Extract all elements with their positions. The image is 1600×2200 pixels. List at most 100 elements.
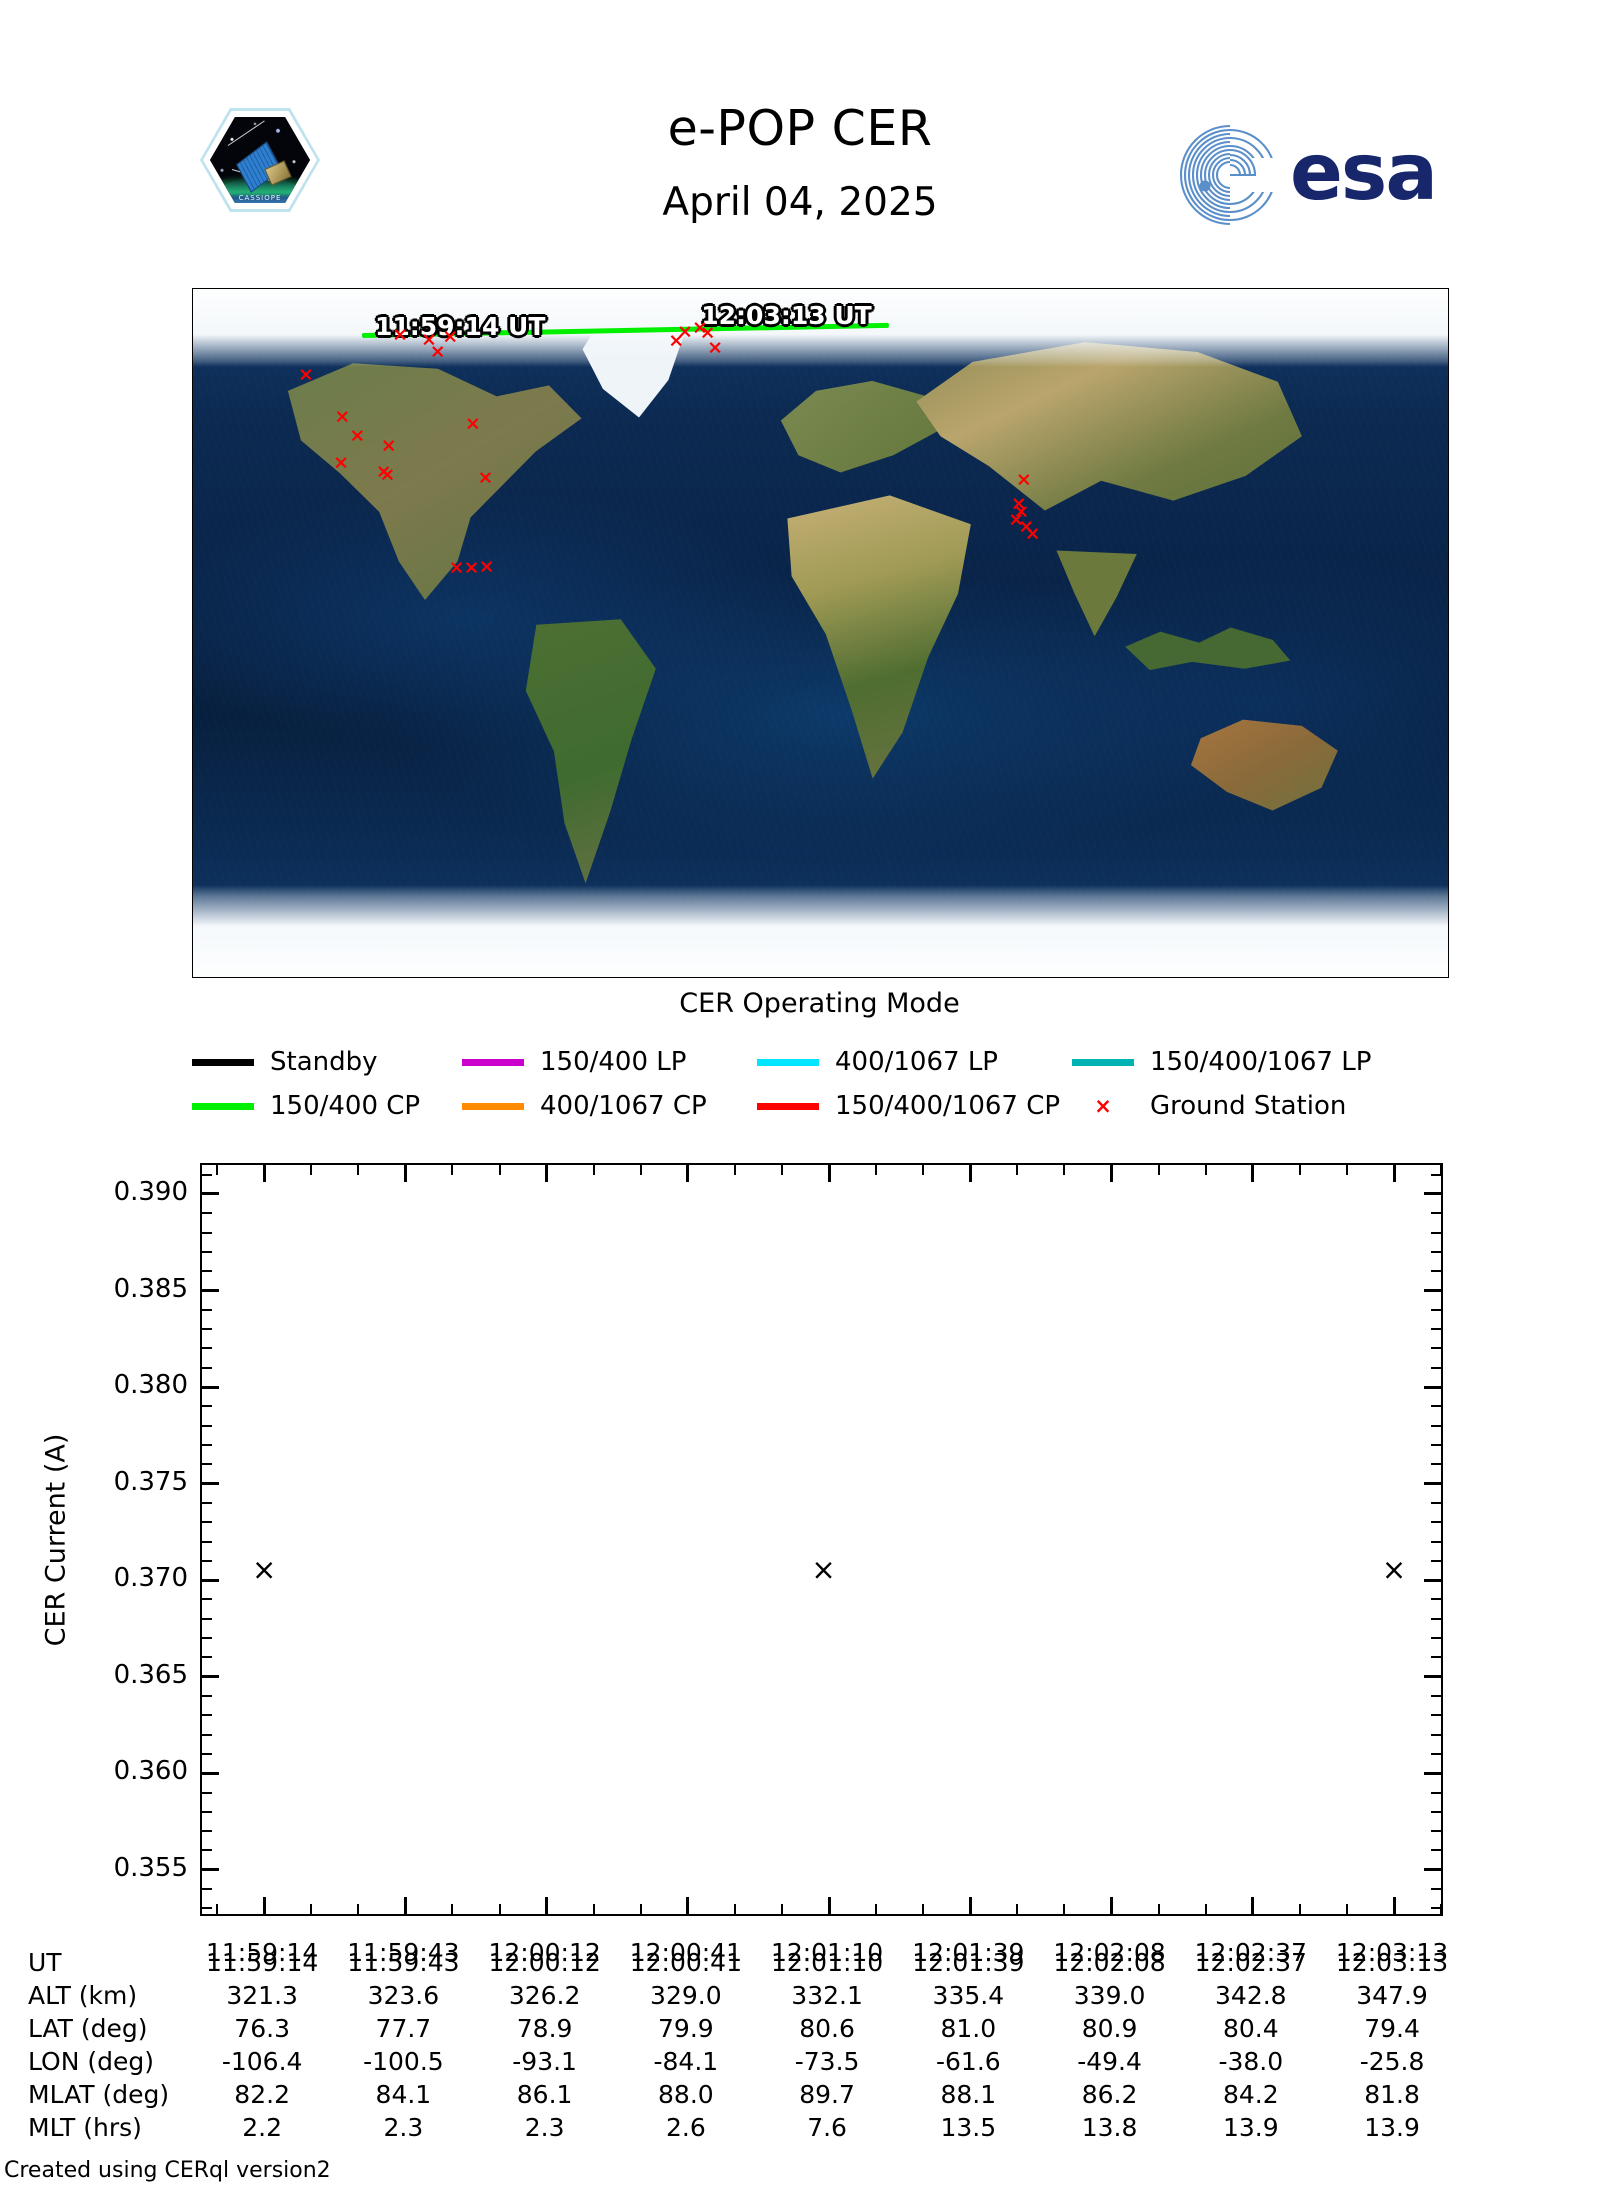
y-tick-major-right bbox=[1424, 1289, 1441, 1292]
x-tick-major-top bbox=[262, 1165, 266, 1182]
ground-station-marker: × bbox=[1015, 468, 1032, 491]
y-tick-major-right bbox=[1424, 1675, 1441, 1679]
y-tick-minor bbox=[202, 1424, 212, 1427]
table-cell: 12:02:08 bbox=[1053, 1948, 1166, 1977]
y-tick-minor-right bbox=[1431, 1328, 1441, 1331]
x-tick-label: 11:59:43 bbox=[347, 1938, 460, 1967]
esa-logo: esa bbox=[1178, 122, 1478, 228]
y-tick-minor-right bbox=[1431, 1637, 1441, 1640]
y-tick-minor bbox=[202, 1250, 212, 1253]
table-cell: 326.2 bbox=[508, 1981, 581, 2010]
table-cell: 2.3 bbox=[524, 2113, 565, 2142]
x-tick-major bbox=[1392, 1897, 1396, 1914]
x-tick-minor-top bbox=[922, 1165, 925, 1175]
x-tick-minor bbox=[733, 1904, 736, 1914]
x-tick-minor-top bbox=[592, 1165, 595, 1175]
x-tick-label: 12:00:12 bbox=[488, 1938, 601, 1967]
y-tick-minor bbox=[202, 1270, 212, 1273]
table-cell: 88.1 bbox=[940, 2080, 997, 2109]
table-cell: 79.4 bbox=[1364, 2014, 1420, 2043]
y-tick-label: 0.370 bbox=[113, 1563, 188, 1594]
x-tick-minor bbox=[781, 1904, 783, 1914]
y-tick-minor-right bbox=[1431, 1733, 1441, 1736]
table-cell: 81.8 bbox=[1364, 2080, 1420, 2109]
x-tick-minor bbox=[216, 1904, 219, 1914]
x-tick-minor-top bbox=[875, 1165, 878, 1175]
legend-item-400-1067-lp: 400/1067 LP bbox=[757, 1040, 998, 1084]
table-row-label: UT bbox=[28, 1948, 62, 1977]
x-tick-minor-top bbox=[451, 1165, 454, 1175]
legend-item-150-400-1067-cp: 150/400/1067 CP bbox=[757, 1084, 1060, 1128]
x-tick-minor bbox=[310, 1904, 313, 1914]
x-tick-major bbox=[262, 1897, 266, 1914]
x-tick-label: 12:01:39 bbox=[912, 1938, 1025, 1967]
table-cell: 342.8 bbox=[1215, 1981, 1287, 2010]
legend-color-swatch bbox=[1072, 1058, 1134, 1066]
y-tick-minor-right bbox=[1431, 1443, 1441, 1446]
legend-color-swatch bbox=[462, 1102, 524, 1110]
y-tick-minor bbox=[202, 1830, 212, 1833]
x-tick-major-top bbox=[403, 1165, 407, 1182]
table-cell: 335.4 bbox=[932, 1981, 1005, 2010]
y-tick-minor-right bbox=[1431, 1752, 1441, 1755]
x-tick-label: 12:02:37 bbox=[1194, 1938, 1307, 1967]
x-tick-minor-top bbox=[1016, 1165, 1019, 1175]
footer-credit: Created using CERql version2 bbox=[4, 2158, 331, 2183]
ground-station-marker: × bbox=[464, 412, 481, 435]
y-tick-minor bbox=[202, 1791, 212, 1794]
ground-station-marker: × bbox=[463, 556, 480, 579]
legend-label: Ground Station bbox=[1150, 1091, 1347, 1121]
table-cell: -100.5 bbox=[363, 2047, 444, 2076]
table-cell: 82.2 bbox=[234, 2080, 290, 2109]
x-tick-major bbox=[403, 1897, 407, 1914]
table-cell: 80.6 bbox=[799, 2014, 855, 2043]
y-tick-minor-right bbox=[1431, 1424, 1441, 1427]
ground-station-marker: × bbox=[478, 555, 495, 578]
ground-station-marker: × bbox=[349, 424, 366, 447]
track-start-time-label: 11:59:14 UT bbox=[374, 312, 546, 342]
x-tick-major-top bbox=[1392, 1165, 1396, 1182]
legend-color-swatch bbox=[192, 1102, 254, 1110]
table-cell: 347.9 bbox=[1356, 1981, 1428, 2010]
legend-label: 150/400/1067 CP bbox=[835, 1091, 1061, 1121]
x-tick-major-top bbox=[968, 1165, 972, 1182]
y-tick-label: 0.385 bbox=[113, 1273, 188, 1304]
table-cell: 89.7 bbox=[799, 2080, 855, 2109]
data-point-marker: × bbox=[251, 1552, 277, 1587]
y-tick-major-right bbox=[1424, 1868, 1441, 1872]
x-tick-minor bbox=[1016, 1904, 1019, 1914]
ephemeris-table: UT 11:59:14 11:59:43 12:00:12 12:00:41 12:01:… bbox=[0, 1948, 1600, 2146]
ground-station-marker: × bbox=[699, 321, 716, 344]
y-tick-minor bbox=[202, 1328, 212, 1331]
x-tick-minor bbox=[1063, 1904, 1066, 1914]
legend-item-150-400-cp: 150/400 CP bbox=[192, 1084, 420, 1128]
x-tick-minor-top bbox=[1157, 1165, 1160, 1175]
table-cell: 77.7 bbox=[375, 2014, 432, 2043]
table-cell: 13.8 bbox=[1081, 2113, 1138, 2142]
y-tick-minor-right bbox=[1431, 1405, 1441, 1408]
table-cell: 84.1 bbox=[375, 2080, 432, 2109]
table-cell: 2.2 bbox=[242, 2113, 283, 2142]
table-row: LON (deg) -106.4 -100.5 -93.1 -84.1 -73.5 -61.… bbox=[0, 2047, 1600, 2080]
table-cell: 321.3 bbox=[226, 1981, 298, 2010]
y-tick-minor-right bbox=[1431, 1559, 1441, 1562]
legend-item-standby: Standby bbox=[192, 1040, 378, 1084]
x-tick-minor-top bbox=[1298, 1165, 1301, 1175]
x-tick-minor-top bbox=[310, 1165, 313, 1175]
ground-station-marker: × bbox=[692, 316, 708, 339]
y-tick-major bbox=[202, 1482, 219, 1486]
page-title: e-POP CER bbox=[667, 100, 933, 157]
y-tick-minor bbox=[202, 1308, 212, 1311]
x-tick-minor-top bbox=[357, 1165, 360, 1175]
x-tick-major bbox=[968, 1897, 972, 1914]
y-tick-major-right bbox=[1424, 1482, 1441, 1486]
x-tick-major bbox=[827, 1897, 831, 1914]
y-tick-major bbox=[202, 1385, 219, 1389]
y-tick-minor bbox=[202, 1810, 212, 1813]
y-tick-minor bbox=[202, 1347, 212, 1350]
legend-label: 400/1067 LP bbox=[835, 1047, 998, 1077]
ground-station-marker: × bbox=[477, 466, 494, 488]
table-cell: 13.5 bbox=[940, 2113, 997, 2142]
y-tick-minor-right bbox=[1431, 1714, 1441, 1717]
x-tick-minor-top bbox=[639, 1165, 642, 1175]
